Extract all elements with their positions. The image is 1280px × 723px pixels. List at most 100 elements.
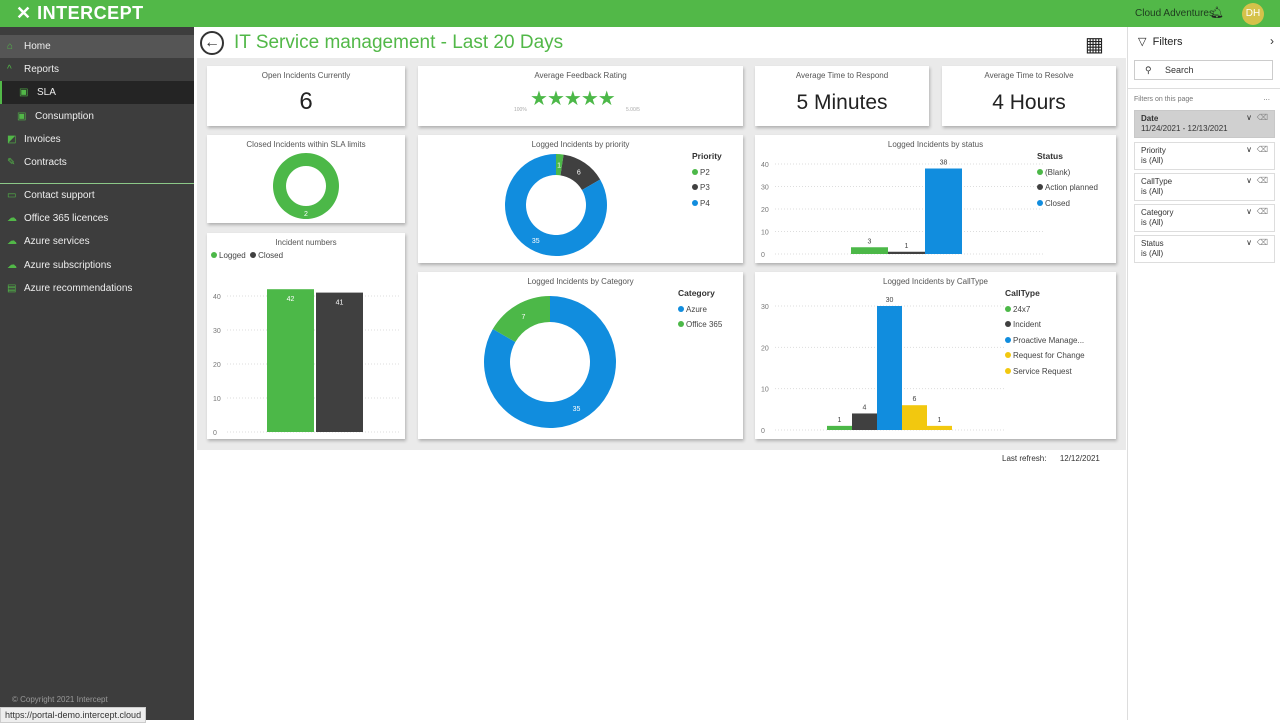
bar-logged[interactable] [267,289,314,432]
bar-request-for-change[interactable] [902,405,927,430]
bar--blank-[interactable] [851,247,888,254]
divider [1128,88,1280,89]
legend-label: P4 [700,198,710,208]
time-to-respond-card[interactable]: Average Time to Respond 5 Minutes [755,66,929,126]
sidebar-item-contracts[interactable]: ✎ Contracts [0,151,194,174]
sidebar-item-invoices[interactable]: ◩ Invoices [0,128,194,151]
legend-item[interactable]: P2 [692,165,722,181]
calltype-bar-card[interactable]: Logged Incidents by CallType 0 10 20 30 1 4 30 6… [755,272,1116,439]
sidebar-item-office-365-licences[interactable]: ☁ Office 365 licences [0,207,194,230]
time-to-respond-value: 5 Minutes [796,91,888,114]
legend-item[interactable]: P4 [692,196,722,212]
bar-proactive-manage-[interactable] [877,306,902,430]
donut-slice-azure[interactable] [484,296,616,428]
legend-item[interactable]: (Blank) [1037,165,1098,181]
filter-search-input[interactable]: ⚲ Search [1134,60,1273,80]
cloud-icon: ☁ [7,236,17,247]
open-incidents-value: 6 [299,88,313,115]
filter-card-priority[interactable]: Priority is (All) ∨ ⌫ [1134,142,1275,170]
sidebar-item-azure-subscriptions[interactable]: ☁ Azure subscriptions [0,254,194,277]
sidebar-item-reports[interactable]: ^ Reports [0,58,194,81]
card-title: Average Time to Respond [795,71,889,80]
eraser-icon[interactable]: ⌫ [1256,207,1268,216]
sidebar-item-label: Azure subscriptions [24,260,112,271]
star-rating: ★★★★★ [530,86,616,111]
legend-item[interactable]: Office 365 [678,317,722,333]
chevron-down-icon[interactable]: ∨ [1246,113,1252,122]
filters-section-label: Filters on this page [1134,96,1194,103]
organization-name[interactable]: Cloud Adventures [1135,8,1214,19]
sidebar-item-home[interactable]: ⌂ Home [0,35,194,58]
bar-action-planned[interactable] [888,251,925,254]
bar-closed[interactable] [316,292,363,432]
more-options-icon[interactable]: ... [1263,93,1270,102]
priority-donut-card[interactable]: Logged Incidents by priority 1 6 35 Priority… [418,135,743,263]
feedback-card[interactable]: Average Feedback Rating ★★★★★ 100% 5.00/… [418,66,743,126]
intercept-logo[interactable]: ✕ INTERCEPT [16,3,144,23]
bar-incident[interactable] [852,413,877,430]
legend-item[interactable]: Azure [678,302,722,318]
data-label: 3 [868,238,872,245]
bar-24x7[interactable] [827,425,852,430]
filter-name: Date [1141,114,1159,123]
sla-donut-card[interactable]: Closed Incidents within SLA limits 2 [207,135,405,223]
category-donut-card[interactable]: Logged Incidents by Category 35 7 Category A… [418,272,743,439]
status-bar-card[interactable]: Logged Incidents by status 0 10 20 30 40 3 1 38 S… [755,135,1116,263]
copyright: © Copyright 2021 Intercept [12,695,108,704]
avatar[interactable]: DH [1242,3,1264,25]
legend-label: Incident [1013,320,1042,329]
legend-item[interactable]: Service Request [1005,364,1085,380]
donut-slice-p2[interactable] [556,154,564,176]
open-incidents-card[interactable]: Open Incidents Currently 6 [207,66,405,126]
sidebar-item-label: SLA [37,87,56,98]
legend-item[interactable]: Proactive Manage... [1005,333,1085,349]
legend-item[interactable]: Action planned [1037,180,1098,196]
legend-item[interactable]: Closed [250,251,283,260]
legend-item[interactable]: 24x7 [1005,302,1085,318]
time-to-resolve-card[interactable]: Average Time to Resolve 4 Hours [942,66,1116,126]
bell-icon[interactable]: 🔔︎ [1210,7,1224,19]
legend-item[interactable]: P3 [692,180,722,196]
eraser-icon[interactable]: ⌫ [1256,176,1268,185]
chevron-down-icon[interactable]: ∨ [1246,207,1252,216]
filter-card-date[interactable]: Date 11/24/2021 - 12/13/2021 ∨ ⌫ [1134,110,1275,138]
eraser-icon[interactable]: ⌫ [1256,238,1268,247]
sidebar-item-sla[interactable]: ▣ SLA [0,81,194,104]
donut-slice-office-365[interactable] [492,296,550,342]
legend-item[interactable]: Request for Change [1005,348,1085,364]
data-label: 42 [287,296,295,303]
bar-service-request[interactable] [927,425,952,430]
refresh-date: 12/12/2021 [1059,454,1100,463]
legend-label: Azure [686,304,707,314]
sidebar-item-azure-services[interactable]: ☁ Azure services [0,230,194,253]
legend-label: 24x7 [1013,304,1031,314]
legend-dot-icon [1005,305,1011,312]
filter-card-status[interactable]: Status is (All) ∨ ⌫ [1134,235,1275,263]
chevron-down-icon[interactable]: ∨ [1246,176,1252,185]
bar-closed[interactable] [925,168,962,255]
incident-numbers-card[interactable]: Incident numbers 0 10 20 30 40 42 41 Logged Clos… [207,233,405,439]
legend-item[interactable]: Incident [1005,317,1085,333]
back-arrow-icon[interactable]: ← [200,31,224,55]
chevron-right-icon[interactable]: › [1270,34,1274,48]
sidebar-item-consumption[interactable]: ▣ Consumption [0,105,194,128]
eraser-icon[interactable]: ⌫ [1256,145,1268,154]
legend-item[interactable]: Logged [211,251,246,260]
chevron-down-icon[interactable]: ∨ [1246,238,1252,247]
donut-slice-p3[interactable] [560,154,601,190]
chevron-up-icon: ^ [7,64,12,75]
sla-chart: 2 [272,153,339,219]
legend-dot-icon [211,252,217,258]
eraser-icon[interactable]: ⌫ [1256,113,1268,122]
calendar-icon[interactable]: ▦ [1085,34,1104,56]
donut-slice-p4[interactable] [505,154,607,256]
filter-card-category[interactable]: Category is (All) ∨ ⌫ [1134,204,1275,232]
star-icon: ★ [580,88,599,110]
sidebar-item-contact-support[interactable]: ▭ Contact support [0,184,194,207]
filter-card-calltype[interactable]: CallType is (All) ∨ ⌫ [1134,173,1275,201]
sidebar-item-azure-recommendations[interactable]: ▤ Azure recommendations [0,277,194,300]
data-label: 35 [532,238,540,245]
donut-slice-closed[interactable] [272,153,339,219]
legend-item[interactable]: Closed [1037,196,1098,212]
chevron-down-icon[interactable]: ∨ [1246,145,1252,154]
